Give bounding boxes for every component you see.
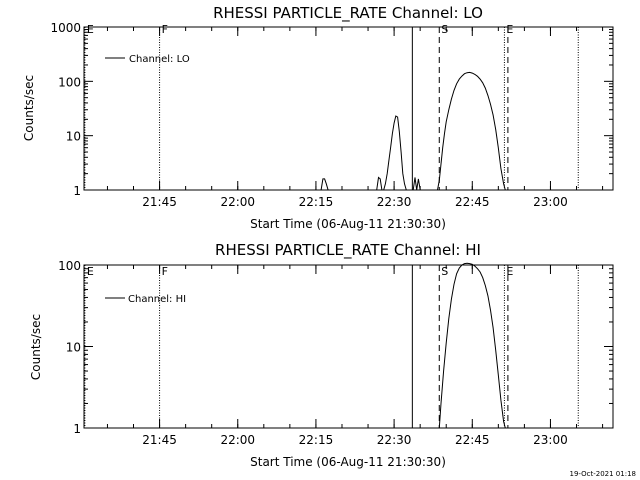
marker-flag: F: [162, 23, 168, 36]
data-series: [438, 262, 506, 429]
x-tick-label: 22:15: [299, 433, 334, 447]
x-tick-label: 22:45: [455, 195, 490, 209]
series-line: [320, 71, 507, 191]
y-axis-ticks: 1 10 100 1000: [50, 21, 613, 198]
marker-flag: E: [87, 265, 94, 278]
y-axis-label: Counts/sec: [22, 75, 36, 141]
y-axis-ticks: 1 10 100: [58, 259, 613, 436]
y-tick-label: 100: [58, 75, 81, 89]
chart-panel-hi: RHESSI PARTICLE_RATE Channel: HI Start T…: [29, 241, 614, 469]
marker-flag: S: [441, 23, 448, 36]
y-axis-label: Counts/sec: [29, 314, 43, 380]
y-tick-label: 10: [66, 130, 81, 144]
marker-flag: E: [506, 23, 513, 36]
legend: Channel: HI: [105, 294, 186, 305]
y-tick-label: 1: [73, 184, 81, 198]
legend-label: Channel: HI: [128, 294, 186, 305]
x-axis-ticks: 21:45 22:00 22:15 22:30 22:45 23:00: [106, 265, 604, 447]
marker-flag: F: [162, 265, 168, 278]
plot-frame: [83, 264, 614, 429]
generated-timestamp: 19-Oct-2021 01:18: [570, 470, 636, 478]
y-tick-label: 100: [58, 259, 81, 273]
x-tick-label: 22:45: [455, 433, 490, 447]
y-tick-label: 10: [66, 341, 81, 355]
marker-flag: E: [506, 265, 513, 278]
x-tick-label: 22:00: [220, 195, 255, 209]
x-axis-label: Start Time (06-Aug-11 21:30:30): [250, 217, 446, 231]
x-tick-label: 23:00: [533, 433, 568, 447]
x-tick-label: 21:45: [142, 433, 177, 447]
y-tick-label: 1: [73, 422, 81, 436]
x-tick-label: 22:00: [220, 433, 255, 447]
plot-frame: [83, 26, 614, 191]
chart-title: RHESSI PARTICLE_RATE Channel: HI: [215, 241, 481, 260]
marker-flag: E: [87, 23, 94, 36]
data-series: [320, 71, 507, 191]
legend: Channel: LO: [105, 54, 190, 65]
x-tick-label: 22:30: [377, 433, 412, 447]
series-line: [438, 262, 506, 429]
marker-flag: S: [441, 265, 448, 278]
x-tick-label: 21:45: [142, 195, 177, 209]
y-tick-label: 1000: [50, 21, 81, 35]
chart-panel-lo: RHESSI PARTICLE_RATE Channel: LO Start T…: [22, 4, 614, 231]
x-tick-label: 23:00: [533, 195, 568, 209]
chart-title: RHESSI PARTICLE_RATE Channel: LO: [213, 4, 483, 23]
x-axis-label: Start Time (06-Aug-11 21:30:30): [250, 455, 446, 469]
x-tick-label: 22:15: [299, 195, 334, 209]
legend-label: Channel: LO: [129, 54, 190, 65]
x-tick-label: 22:30: [377, 195, 412, 209]
x-axis-ticks: 21:45 22:00 22:15 22:30 22:45 23:00: [106, 27, 604, 209]
